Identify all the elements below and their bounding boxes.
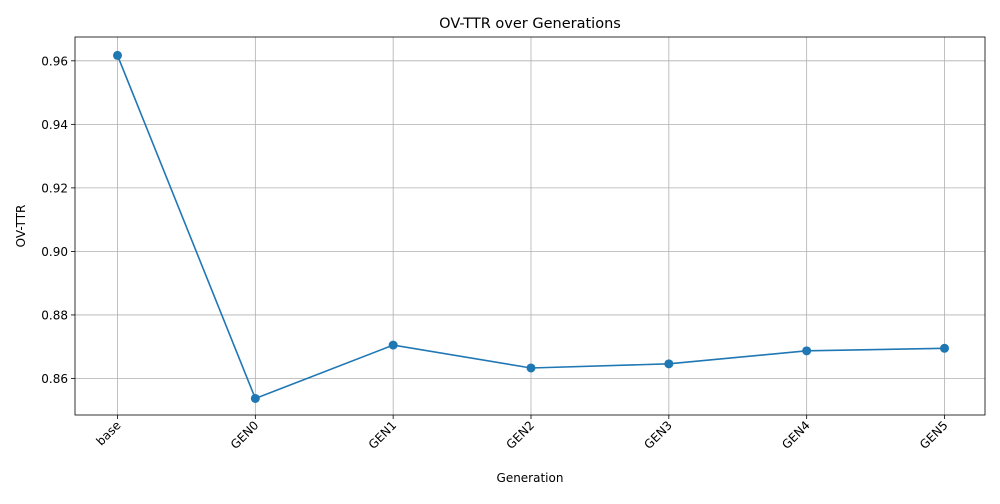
- y-tick-label: 0.94: [41, 118, 68, 132]
- y-tick-label: 0.90: [41, 245, 68, 259]
- y-tick-label: 0.88: [41, 308, 68, 322]
- x-tick-label: GEN3: [641, 418, 675, 452]
- y-tick-label: 0.92: [41, 181, 68, 195]
- y-tick-label: 0.96: [41, 54, 68, 68]
- y-tick-label: 0.86: [41, 372, 68, 386]
- data-point-marker: [250, 393, 260, 403]
- x-tick-label: GEN4: [779, 418, 813, 452]
- x-tick-label: GEN5: [917, 418, 951, 452]
- data-point-marker: [940, 343, 949, 353]
- chart-title: OV-TTR over Generations: [439, 16, 621, 32]
- ticks: base GEN0 GEN1 GEN2 GEN3 GEN4 GEN5 0.86 0.88 0.90…: [41, 54, 950, 451]
- data-point-marker: [113, 50, 122, 60]
- x-tick-label: GEN2: [504, 418, 538, 452]
- x-tick-label: base: [93, 418, 123, 448]
- axes-frame: [74, 36, 986, 416]
- x-axis-label: Generation: [497, 471, 564, 485]
- x-tick-label: GEN1: [366, 418, 400, 452]
- data-point-marker: [802, 346, 812, 356]
- data-point-marker: [664, 359, 674, 369]
- grid: [75, 37, 985, 415]
- y-axis-label: OV-TTR: [14, 205, 28, 248]
- data-point-marker: [526, 363, 536, 373]
- data-point-marker: [388, 340, 398, 350]
- series-layer: [113, 50, 949, 403]
- x-tick-label: GEN0: [228, 418, 262, 452]
